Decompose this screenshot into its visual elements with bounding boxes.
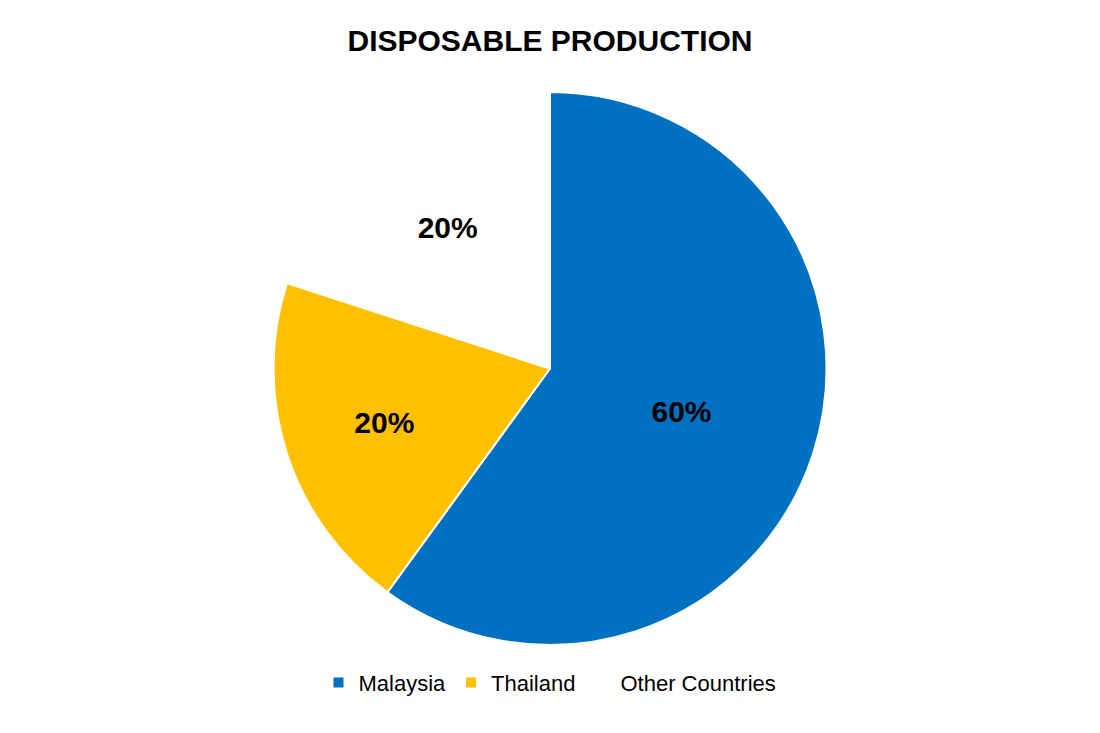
- svg-text:60%: 60%: [651, 395, 711, 428]
- svg-text:Other Countries: Other Countries: [620, 671, 775, 696]
- svg-text:Thailand: Thailand: [491, 671, 575, 696]
- svg-text:DISPOSABLE PRODUCTION: DISPOSABLE PRODUCTION: [347, 24, 752, 57]
- svg-text:Malaysia: Malaysia: [359, 671, 447, 696]
- svg-text:20%: 20%: [418, 211, 478, 244]
- svg-text:20%: 20%: [354, 406, 414, 439]
